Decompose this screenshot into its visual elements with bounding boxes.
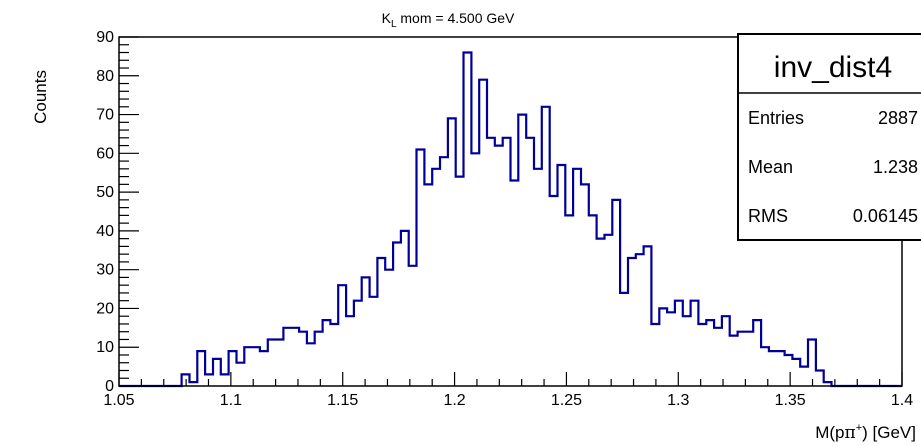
x-axis-title: M(pπ+) [GeV] [815, 422, 916, 443]
y-tick-label: 60 [96, 145, 114, 162]
y-tick-label: 70 [96, 107, 114, 124]
y-tick-label: 30 [96, 262, 114, 279]
y-tick-label: 0 [105, 378, 114, 395]
stats-mean-value: 1.238 [873, 157, 918, 177]
stats-entries-value: 2887 [878, 108, 918, 128]
stats-title: inv_dist4 [774, 51, 892, 84]
y-tick-label: 90 [96, 29, 114, 46]
x-tick-label: 1.4 [891, 392, 913, 409]
x-tick-label: 1.3 [667, 392, 689, 409]
stats-rms-label: RMS [748, 206, 788, 226]
x-tick-label: 1.15 [327, 392, 358, 409]
stats-entries-label: Entries [748, 108, 804, 128]
y-axis-title: Counts [31, 70, 50, 124]
y-tick-label: 20 [96, 300, 114, 317]
y-tick-label: 80 [96, 68, 114, 85]
x-tick-label: 1.35 [775, 392, 806, 409]
histogram-series [119, 51, 902, 388]
stats-rms-value: 0.06145 [853, 206, 918, 226]
y-tick-label: 40 [96, 223, 114, 240]
stats-box: inv_dist4 Entries 2887 Mean 1.238 RMS 0.… [737, 33, 921, 241]
plot-title: KL mom = 4.500 GeV [382, 10, 515, 30]
y-tick-label: 50 [96, 184, 114, 201]
x-tick-label: 1.2 [443, 392, 465, 409]
stats-mean-label: Mean [748, 157, 793, 177]
x-tick-label: 1.1 [220, 392, 242, 409]
x-tick-label: 1.05 [103, 392, 134, 409]
y-tick-label: 10 [96, 339, 114, 356]
x-tick-label: 1.25 [551, 392, 582, 409]
